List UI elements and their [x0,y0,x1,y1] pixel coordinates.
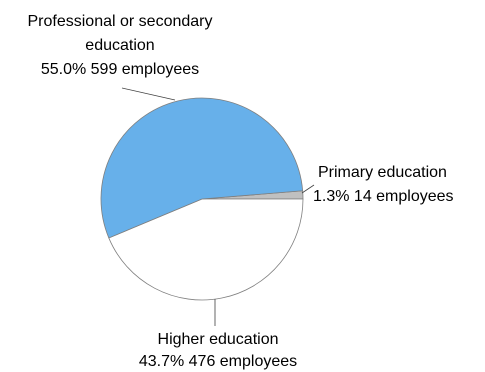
leader-lines [121,87,315,326]
slice-labels: Professional or secondary education 55.0… [28,13,454,370]
pie-slice-professional [100,97,304,239]
label-professional-line1: Professional or secondary [28,13,213,30]
label-higher-title: Higher education [158,331,279,348]
label-professional-line2: education [85,37,154,54]
label-primary-detail: 1.3% 14 employees [313,188,454,205]
label-primary-title: Primary education [318,164,447,181]
label-higher-detail: 43.7% 476 employees [139,353,297,370]
leader-line-professional [121,87,176,101]
pie-slice-higher [108,198,304,301]
leader-line-primary [301,184,315,194]
label-professional-detail: 55.0% 599 employees [41,61,199,78]
pie-slices [100,97,304,301]
